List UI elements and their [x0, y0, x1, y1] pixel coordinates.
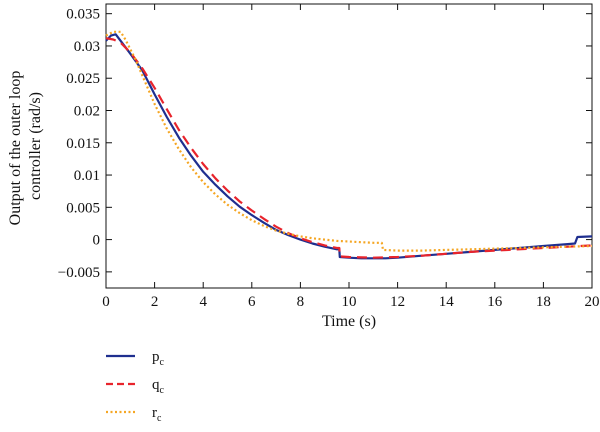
- x-tick-label: 16: [487, 294, 503, 310]
- x-axis-label: Time (s): [322, 313, 376, 330]
- x-tick-label: 4: [199, 294, 207, 310]
- y-tick-label: −0.005: [58, 265, 100, 281]
- x-tick-label: 20: [585, 294, 600, 310]
- legend-label-qc: qc: [152, 377, 165, 396]
- y-tick-label: 0.005: [66, 200, 100, 216]
- plot-frame: [105, 3, 593, 289]
- series-line-qc: [105, 37, 593, 259]
- series-line-pc: [105, 33, 593, 260]
- legend-label-rc: rc: [152, 405, 162, 424]
- y-tick-label: 0: [93, 233, 101, 249]
- legend-label-pc: pc: [152, 349, 165, 368]
- y-tick-label: 0.02: [74, 104, 100, 120]
- y-tick-label: 0.03: [74, 39, 100, 55]
- legend: pc qc rc: [106, 349, 165, 424]
- x-tick-label: 10: [342, 294, 357, 310]
- y-tick-label: 0.015: [66, 136, 100, 152]
- x-tick-label: 18: [536, 294, 551, 310]
- y-tick-label: 0.01: [74, 168, 100, 184]
- x-tick-label: 2: [151, 294, 159, 310]
- y-axis-label-line-2: controller (rad/s): [27, 92, 44, 200]
- x-tick-label: 14: [439, 294, 455, 310]
- plot-area: 0 2 4 6 8 10 12 14 16 18 20 −0.00500.0050.010.0150…: [58, 3, 600, 310]
- x-tick-label: 12: [390, 294, 405, 310]
- y-axis-label-line-1: Output of the outer loop: [7, 71, 24, 226]
- y-tick-label: 0.025: [66, 71, 100, 87]
- x-tick-label: 8: [297, 294, 305, 310]
- y-axis: −0.005 0 0.005 0.01 0.015 0.02 0.025 0.03 0.035: [58, 7, 592, 281]
- x-tick-label: 0: [102, 294, 110, 310]
- x-tick-label: 6: [248, 294, 256, 310]
- series-lines: [105, 30, 593, 260]
- x-axis: 0 2 4 6 8 10 12 14 16 18 20: [102, 4, 600, 310]
- y-axis-label: Output of the outer loop controller (rad…: [7, 67, 44, 226]
- series-line-rc: [105, 30, 593, 252]
- y-tick-label: 0.035: [66, 7, 100, 23]
